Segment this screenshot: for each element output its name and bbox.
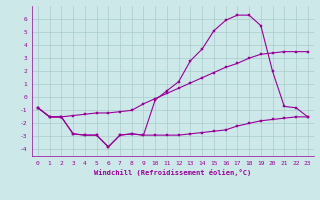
X-axis label: Windchill (Refroidissement éolien,°C): Windchill (Refroidissement éolien,°C) (94, 169, 252, 176)
